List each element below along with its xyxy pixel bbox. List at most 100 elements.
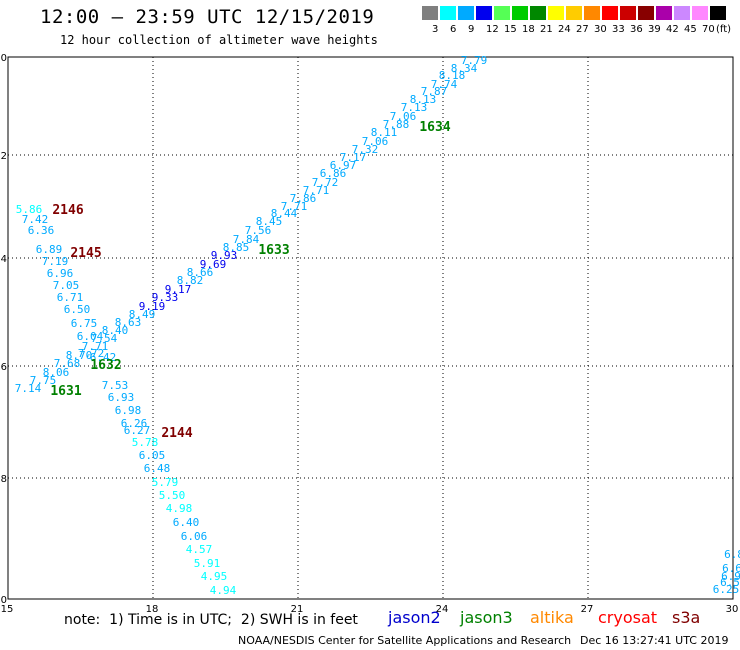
wave-height-value: 6.27 — [124, 424, 151, 437]
wave-height-value: 8.66 — [187, 266, 214, 279]
legend-label: 33 — [612, 24, 625, 35]
wave-height-value: 8.45 — [256, 215, 283, 228]
legend-swatch — [530, 6, 546, 20]
wave-height-value: 5.91 — [194, 557, 221, 570]
wave-height-value: 6.97 — [330, 159, 357, 172]
wave-height-value: 7.72 — [78, 347, 105, 360]
wave-height-value: 9.17 — [165, 283, 192, 296]
legend-swatch — [638, 6, 654, 20]
legend-swatch — [566, 6, 582, 20]
pass-number-label: 1631 — [50, 384, 81, 399]
wave-height-value: 9.19 — [139, 300, 166, 313]
wave-height-value: 6.25 — [713, 583, 740, 596]
wave-height-value: 9.33 — [152, 291, 179, 304]
wave-height-value: 5.86 — [16, 203, 43, 216]
map-title: 12:00 — 23:59 UTC 12/15/2019 — [40, 6, 375, 28]
wave-height-value: 6.96 — [47, 267, 74, 280]
map-subtitle: 12 hour collection of altimeter wave hei… — [60, 33, 378, 47]
legend-swatch — [656, 6, 672, 20]
legend-swatch — [548, 6, 564, 20]
wave-height-value: 4.94 — [210, 584, 237, 597]
legend-swatch — [674, 6, 690, 20]
satellite-jason3: jason3 — [460, 608, 513, 627]
pass-number-label: 1634 — [419, 120, 450, 135]
wave-height-value: 6.98 — [115, 404, 142, 417]
wave-height-value: 6.06 — [181, 530, 208, 543]
legend-swatch — [620, 6, 636, 20]
legend-label: 45 — [684, 24, 697, 35]
footer-timestamp: Dec 16 13:27:41 UTC 2019 — [580, 634, 729, 647]
satellite-altika: altika — [530, 608, 574, 627]
legend-label: 24 — [558, 24, 571, 35]
wave-height-value: 6.04 — [77, 330, 104, 343]
legend-label: 6 — [450, 24, 457, 35]
wave-height-value: 6.71 — [57, 291, 84, 304]
legend-label: 9 — [468, 24, 475, 35]
wave-height-value: 8.70 — [66, 349, 93, 362]
wave-height-value: 7.56 — [245, 224, 272, 237]
wave-height-value: 7.71 — [281, 200, 308, 213]
wave-height-value: 8.06 — [43, 366, 70, 379]
wave-height-value: 4.95 — [201, 570, 228, 583]
wave-height-value: 8.40 — [102, 324, 129, 337]
pass-number-label: 2144 — [161, 426, 192, 441]
legend-swatch — [494, 6, 510, 20]
wave-height-value: 6.75 — [71, 317, 98, 330]
wave-height-value: 7.86 — [290, 192, 317, 205]
wave-height-value: 8.18 — [439, 69, 466, 82]
wave-height-value: 9.69 — [200, 258, 227, 271]
latitude-tick-label: -52 — [0, 151, 7, 162]
legend-swatch — [710, 6, 726, 20]
legend-label: 15 — [504, 24, 517, 35]
wave-height-value: 7.87 — [421, 85, 448, 98]
wave-height-value: 7.71 — [82, 340, 109, 353]
wave-height-value: 6.93 — [108, 391, 135, 404]
wave-height-value: 6.36 — [28, 224, 55, 237]
latitude-tick-label: -58 — [0, 474, 7, 485]
wave-height-value: 7.17 — [340, 151, 367, 164]
latitude-tick-label: -50 — [0, 53, 7, 64]
legend-label: 39 — [648, 24, 661, 35]
wave-height-value: 7.75 — [30, 374, 57, 387]
wave-height-value: 7.79 — [461, 54, 488, 67]
wave-height-value: 7.71 — [303, 184, 330, 197]
wave-height-value: 6.86 — [320, 167, 347, 180]
legend-swatch — [584, 6, 600, 20]
legend-label: 21 — [540, 24, 553, 35]
longitude-tick-label: 21 — [291, 604, 304, 615]
wave-height-value: 8.49 — [129, 308, 156, 321]
legend-swatch — [476, 6, 492, 20]
map-frame — [7, 56, 734, 600]
wave-height-value: 7.88 — [383, 118, 410, 131]
legend-swatch — [692, 6, 708, 20]
satellite-cryosat: cryosat — [598, 608, 658, 627]
wave-height-value: 8.11 — [371, 126, 398, 139]
legend-label: 36 — [630, 24, 643, 35]
legend-label: 3 — [432, 24, 439, 35]
pass-number-label: 2145 — [70, 246, 101, 261]
wave-height-value: 7.06 — [362, 135, 389, 148]
wave-height-value: 6.40 — [173, 516, 200, 529]
legend-label: 42 — [666, 24, 679, 35]
longitude-tick-label: 18 — [146, 604, 159, 615]
footer-credit: NOAA/NESDIS Center for Satellite Applica… — [238, 634, 572, 647]
legend-swatch — [458, 6, 474, 20]
satellite-s3a: s3a — [672, 608, 701, 627]
wave-height-value: 7.84 — [233, 233, 260, 246]
legend-swatch — [602, 6, 618, 20]
wave-height-value: 6.5 — [720, 576, 740, 589]
legend-label: 27 — [576, 24, 589, 35]
wave-height-value: 7.05 — [53, 279, 80, 292]
latitude-tick-label: -54 — [0, 254, 7, 265]
wave-height-value: 6.8 — [724, 548, 740, 561]
wave-height-value: 6.48 — [144, 462, 171, 475]
wave-height-value: 8.13 — [410, 93, 437, 106]
legend-unit: (ft) — [716, 24, 732, 35]
wave-height-value: 7.53 — [102, 379, 129, 392]
wave-height-value: 8.63 — [115, 316, 142, 329]
wave-height-value: 4.57 — [186, 543, 213, 556]
wave-height-value: 8.44 — [271, 207, 298, 220]
wave-height-value: 6.50 — [64, 303, 91, 316]
latitude-tick-label: -60 — [0, 595, 7, 606]
